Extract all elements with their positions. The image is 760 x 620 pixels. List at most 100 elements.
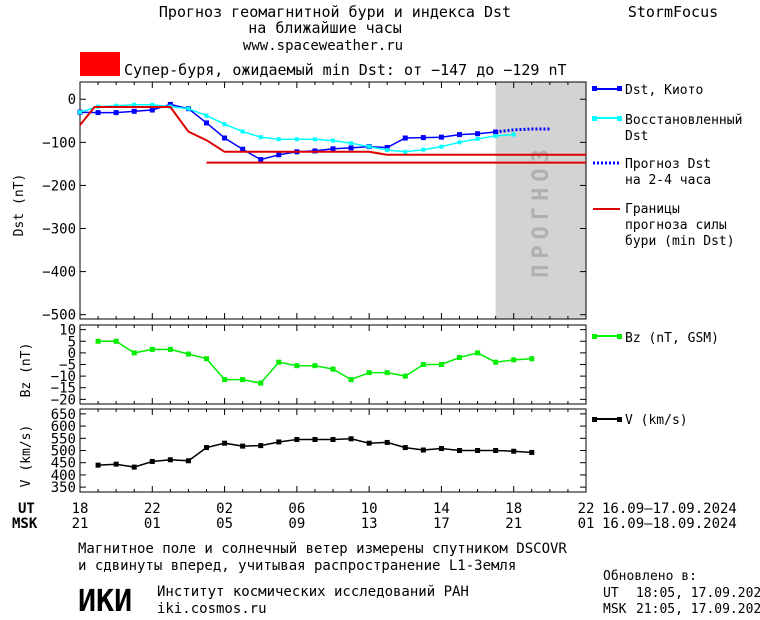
data-point xyxy=(258,157,264,163)
footer-text-line2: и сдвинуты вперед, учитывая распростране… xyxy=(78,558,516,574)
data-point xyxy=(186,106,191,111)
data-point xyxy=(349,141,354,146)
data-point xyxy=(167,457,173,463)
chart-title: Прогноз геомагнитной бури и индекса Dst xyxy=(159,3,511,21)
data-point xyxy=(348,145,354,151)
data-point xyxy=(366,440,372,446)
data-point xyxy=(113,110,119,116)
series-line-0-2 xyxy=(495,127,550,134)
iki-logo: ИКИ xyxy=(78,584,132,619)
data-point xyxy=(276,137,281,142)
data-point xyxy=(204,113,209,118)
updated-ut-value: 18:05, 17.09.2024 xyxy=(636,586,760,601)
data-point xyxy=(367,144,372,149)
data-point xyxy=(420,447,426,453)
legend-v-label: V (km/s) xyxy=(625,413,688,428)
y-tick-label: 600 xyxy=(51,419,76,435)
data-point xyxy=(384,370,390,376)
updated-msk-label: MSK xyxy=(603,602,627,617)
y-tick-label: −100 xyxy=(42,135,76,151)
y-tick-label: 10 xyxy=(59,323,76,339)
data-point xyxy=(330,146,336,152)
msk-tick-label: 17 xyxy=(433,516,450,532)
data-point xyxy=(493,359,499,365)
data-point xyxy=(185,351,191,357)
y-tick-label: 500 xyxy=(51,444,76,460)
alert-label: Супер-буря, ожидаемый min Dst: от −147 д… xyxy=(124,61,567,79)
data-point xyxy=(384,144,390,150)
data-point xyxy=(438,446,444,452)
data-point xyxy=(276,359,282,365)
y-tick-label: −20 xyxy=(51,392,76,408)
data-point xyxy=(149,458,155,464)
legend-dst-reconstructed: Восстановленный Dst xyxy=(592,113,742,144)
data-point xyxy=(294,363,300,369)
data-point xyxy=(420,362,426,367)
y-tick-label: 5 xyxy=(68,334,76,350)
data-point xyxy=(385,148,390,153)
data-point xyxy=(204,120,209,126)
data-point xyxy=(475,448,481,453)
data-point xyxy=(114,103,119,108)
data-point xyxy=(276,439,282,445)
data-point xyxy=(294,437,300,443)
data-point xyxy=(529,356,535,362)
msk-tick-label: 13 xyxy=(361,516,378,532)
y-tick-label: −400 xyxy=(42,265,76,281)
data-point xyxy=(95,462,101,468)
data-point xyxy=(95,110,101,116)
institute-name: Институт космических исследований РАН xyxy=(157,584,469,600)
data-point xyxy=(457,140,462,145)
y-tick-label: 400 xyxy=(51,468,76,484)
data-point xyxy=(185,458,191,464)
series-line-0-0 xyxy=(79,103,496,161)
data-point xyxy=(331,138,335,143)
data-point xyxy=(330,366,336,372)
data-point xyxy=(511,448,517,454)
y-tick-label: 550 xyxy=(51,431,76,447)
data-point xyxy=(204,356,209,362)
institute-url: iki.cosmos.ru xyxy=(157,601,267,617)
data-point xyxy=(420,135,426,141)
data-point xyxy=(475,131,481,137)
panel-frame xyxy=(79,324,587,405)
legend-limits-label-2: прогноза силы xyxy=(625,218,727,233)
website-url: www.spaceweather.ru xyxy=(243,38,403,54)
y-tick-label: −15 xyxy=(51,381,76,397)
brand-label: StormFocus xyxy=(628,3,718,21)
y-tick-label: 650 xyxy=(51,407,76,423)
data-point xyxy=(222,135,228,141)
forecast-zone-label: ПРОГНОЗ xyxy=(529,143,554,278)
y-tick-label: 350 xyxy=(51,480,76,496)
data-point xyxy=(511,132,516,137)
data-point xyxy=(131,350,137,356)
data-point xyxy=(438,362,444,367)
data-point xyxy=(78,110,82,115)
data-point xyxy=(222,377,228,383)
legend-forecast-label: Прогноз Dst xyxy=(625,157,711,172)
ut-tick-label: 22 xyxy=(578,501,595,517)
data-point xyxy=(222,440,228,446)
ut-tick-label: 06 xyxy=(288,501,305,517)
data-point xyxy=(366,370,372,376)
data-point xyxy=(511,357,517,363)
data-point xyxy=(384,439,390,445)
ut-tick-label: 02 xyxy=(216,501,233,517)
alert-color-box xyxy=(80,52,120,76)
data-point xyxy=(149,346,155,352)
data-point xyxy=(457,132,462,138)
data-point xyxy=(493,448,499,453)
updated-ut-label: UT xyxy=(603,586,619,601)
y-tick-label: 0 xyxy=(68,346,76,362)
data-point xyxy=(113,461,119,467)
footer-text-line1: Магнитное поле и солнечный ветер измерен… xyxy=(78,541,567,557)
data-point xyxy=(294,137,299,142)
data-point xyxy=(276,152,282,158)
msk-tick-label: 21 xyxy=(72,516,89,532)
data-point xyxy=(240,443,246,449)
legend-bz-label: Bz (nT, GSM) xyxy=(625,331,719,346)
msk-axis-label: MSK xyxy=(12,516,38,532)
data-point xyxy=(258,135,263,140)
